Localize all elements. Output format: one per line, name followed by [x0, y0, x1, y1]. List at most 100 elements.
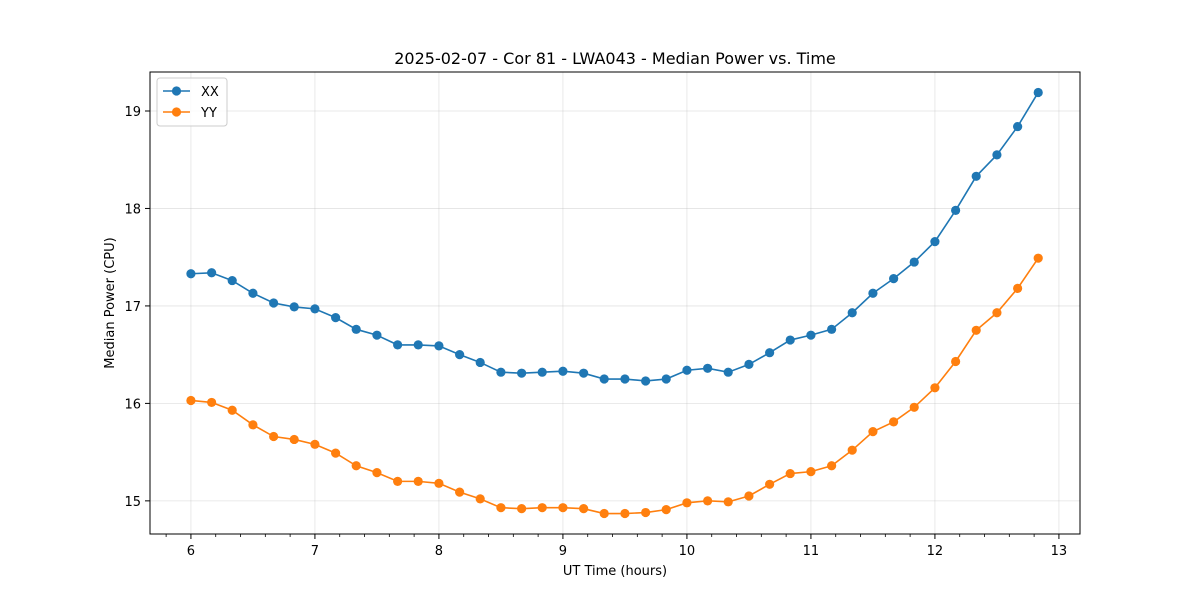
data-point-yy [951, 356, 961, 367]
data-point-xx [537, 367, 547, 377]
data-point-xx [475, 357, 485, 368]
data-point-xx [413, 340, 423, 350]
legend-label-xx: XX [201, 85, 219, 100]
data-point-xx [289, 302, 299, 312]
data-point-xx [579, 368, 589, 378]
x-tick-label: 7 [311, 544, 319, 559]
data-point-yy [413, 476, 423, 486]
x-tick-label: 6 [187, 544, 195, 559]
data-point-xx [765, 348, 775, 358]
legend-marker-yy [171, 107, 182, 117]
data-point-xx [930, 236, 940, 247]
data-point-yy [372, 467, 382, 478]
data-point-xx [331, 313, 341, 323]
data-point-xx [207, 268, 217, 278]
data-point-xx [351, 324, 361, 334]
data-point-yy [393, 476, 403, 486]
data-point-yy [806, 467, 816, 477]
chart-title: 2025-02-07 - Cor 81 - LWA043 - Median Po… [394, 49, 836, 68]
data-point-yy [765, 479, 775, 489]
data-point-xx [971, 171, 981, 181]
data-point-yy [620, 508, 630, 519]
data-point-xx [682, 365, 692, 375]
data-point-xx [455, 350, 465, 360]
data-point-xx [827, 324, 837, 334]
data-point-yy [227, 405, 237, 415]
data-point-xx [703, 363, 713, 373]
data-point-yy [455, 487, 465, 497]
data-point-yy [682, 498, 692, 508]
x-tick-label: 12 [927, 544, 944, 559]
y-tick-label: 15 [124, 495, 141, 510]
axis-ticks: 6 7 8 9 10 11 12 13 15 16 17 18 19 [124, 105, 1067, 559]
data-point-xx [661, 374, 671, 384]
data-point-yy [868, 427, 878, 437]
data-point-yy [186, 395, 196, 406]
data-point-yy [248, 420, 258, 430]
series-line-yy [190, 257, 1039, 515]
data-point-yy [827, 461, 837, 471]
data-point-xx [992, 150, 1002, 160]
x-tick-label: 8 [435, 544, 443, 559]
data-point-xx [517, 368, 527, 378]
data-point-yy [971, 325, 981, 335]
data-point-xx [393, 340, 403, 350]
data-point-yy [930, 383, 940, 393]
data-point-yy [703, 496, 713, 506]
data-point-yy [744, 491, 754, 501]
data-point-yy [558, 503, 568, 513]
series-yy [186, 253, 1043, 519]
data-point-yy [889, 417, 899, 427]
data-point-yy [1033, 253, 1043, 263]
data-point-xx [434, 341, 444, 351]
data-point-xx [310, 304, 320, 314]
data-point-xx [868, 288, 878, 298]
data-point-xx [744, 359, 754, 370]
data-point-yy [641, 507, 651, 518]
data-point-xx [1013, 121, 1023, 132]
data-point-yy [909, 402, 919, 412]
data-point-xx [227, 275, 237, 286]
data-point-yy [537, 503, 547, 513]
data-point-yy [847, 445, 857, 455]
data-point-yy [517, 504, 527, 514]
y-axis-label: Median Power (CPU) [103, 237, 118, 368]
y-tick-label: 17 [124, 300, 141, 315]
series-line-xx [190, 92, 1039, 382]
data-point-yy [496, 503, 506, 513]
data-point-xx [599, 374, 609, 384]
y-tick-label: 19 [124, 105, 141, 120]
data-point-yy [723, 497, 733, 507]
x-tick-label: 9 [559, 544, 567, 559]
data-point-xx [372, 330, 382, 340]
data-point-yy [992, 308, 1002, 318]
data-point-xx [620, 374, 630, 384]
legend-label-yy: YY [200, 106, 217, 121]
data-point-yy [310, 439, 320, 449]
data-point-xx [248, 288, 258, 298]
data-point-yy [1013, 283, 1023, 293]
data-point-xx [496, 367, 506, 377]
data-point-xx [641, 376, 651, 386]
data-point-xx [847, 308, 857, 318]
data-point-xx [951, 205, 961, 216]
data-point-xx [723, 367, 733, 377]
data-point-yy [207, 397, 217, 408]
x-tick-label: 11 [803, 544, 820, 559]
data-point-yy [269, 431, 279, 442]
data-point-yy [661, 505, 671, 515]
x-tick-label: 10 [679, 544, 696, 559]
legend: XX YY [156, 77, 228, 127]
grid [150, 72, 1080, 534]
data-point-xx [1033, 87, 1043, 98]
x-tick-label: 13 [1051, 544, 1068, 559]
data-point-xx [269, 298, 279, 308]
data-point-xx [889, 274, 899, 284]
data-point-yy [579, 504, 589, 514]
data-point-xx [806, 330, 816, 340]
y-tick-label: 16 [124, 397, 141, 412]
data-point-yy [475, 494, 485, 504]
data-point-xx [785, 335, 795, 345]
series-xx [186, 87, 1043, 386]
legend-marker-xx [171, 86, 182, 96]
